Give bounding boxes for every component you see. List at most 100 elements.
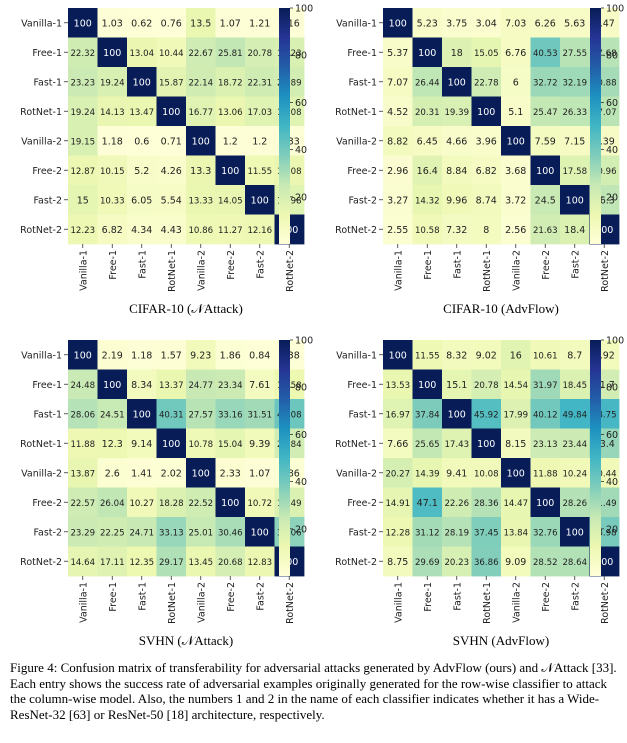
heatmap-panel-2: 100 5.23 3.75 3.04 7.03 6.26 5.63 5.47 5.37 100 18… xyxy=(335,4,624,317)
cell-value-label: 25.01 xyxy=(188,528,213,538)
heatmap-cell xyxy=(127,546,157,577)
col-label-free-2: Free-2 xyxy=(541,582,552,612)
heatmap-cell xyxy=(383,155,413,186)
heatmap-cell xyxy=(560,399,590,429)
cell-value-label: 0.62 xyxy=(131,18,152,29)
cell-value-label: 10.33 xyxy=(100,196,125,206)
cell-value-label: 14.32 xyxy=(415,196,440,206)
heatmap-cell xyxy=(68,214,98,245)
cell-value-label: 10.15 xyxy=(100,167,125,177)
heatmap-cell xyxy=(127,458,157,488)
heatmap-cell xyxy=(215,67,246,97)
col-label-free-2: Free-2 xyxy=(541,250,552,280)
panel-title: CIFAR-10 (AdvFlow) xyxy=(443,301,559,316)
cell-value-label: 12.16 xyxy=(247,226,272,236)
heatmap-cell xyxy=(560,458,590,488)
cell-value-label: 1.21 xyxy=(249,18,270,29)
heatmap-cell xyxy=(215,428,246,459)
cell-value-label: 14.47 xyxy=(503,499,528,509)
heatmap-cell xyxy=(245,428,275,459)
cell-value-label: 7.15 xyxy=(564,136,585,147)
heatmap-cell xyxy=(530,67,561,97)
heatmap-cell xyxy=(501,340,531,370)
cell-value-label: 26.33 xyxy=(562,108,587,118)
colorbar-tick-label: 100 xyxy=(606,4,624,15)
heatmap-cell xyxy=(501,517,531,547)
cell-value-label: 28.19 xyxy=(444,528,469,538)
heatmap-cell xyxy=(530,214,561,245)
cell-value-label: 5.54 xyxy=(161,195,182,206)
heatmap-cell xyxy=(127,155,157,186)
heatmap-cell xyxy=(501,428,531,459)
row-label-vanilla-1: Vanilla-1 xyxy=(21,350,62,361)
heatmap-cell xyxy=(501,399,531,429)
cell-value-label: 31.49 xyxy=(592,499,617,509)
cell-value-label: 10.44 xyxy=(592,469,617,479)
row-label-free-1: Free-1 xyxy=(32,380,62,391)
cell-value-label: 38.98 xyxy=(592,528,617,538)
heatmap-cell xyxy=(156,546,187,577)
cell-value-label: 25.65 xyxy=(415,440,440,450)
cell-value-label: 33.4 xyxy=(594,439,615,450)
heatmap-cell xyxy=(560,546,590,577)
colorbar-tick-label: 20 xyxy=(606,524,618,535)
heatmap-cell xyxy=(97,517,128,547)
cell-value-label: 12.35 xyxy=(129,558,154,568)
cell-value-label: 100 xyxy=(566,527,584,538)
cell-value-label: 36.86 xyxy=(474,558,499,568)
cell-value-label: 40.31 xyxy=(159,410,184,420)
heatmap-cell xyxy=(127,8,157,38)
cell-value-label: 10.72 xyxy=(247,499,272,509)
cell-value-label: 32.72 xyxy=(533,78,558,88)
row-label-rotnet-1: RotNet-1 xyxy=(335,439,377,450)
col-label-vanilla-1: Vanilla-1 xyxy=(78,582,89,623)
heatmap-cell xyxy=(442,37,472,68)
heatmap-cell xyxy=(156,37,187,68)
heatmap-cell xyxy=(530,487,561,518)
heatmap-cell xyxy=(383,126,413,156)
row-label-vanilla-1: Vanilla-1 xyxy=(336,18,377,29)
heatmap-cell xyxy=(215,517,246,547)
heatmap-cell xyxy=(383,517,413,547)
heatmap-cell xyxy=(97,458,128,488)
heatmap-cell xyxy=(530,126,561,156)
heatmap-cell xyxy=(97,37,128,68)
cell-value-label: 14.91 xyxy=(385,499,410,509)
heatmap-cell xyxy=(186,369,216,400)
cell-value-label: 27.57 xyxy=(188,410,213,420)
col-label-vanilla-2: Vanilla-2 xyxy=(196,250,207,291)
heatmap-cell xyxy=(186,96,216,127)
cell-value-label: 26.44 xyxy=(415,78,440,88)
cell-value-label: 33.16 xyxy=(218,410,243,420)
heatmap-cell xyxy=(383,185,413,215)
heatmap-cell xyxy=(245,185,275,215)
cell-value-label: 6 xyxy=(513,77,519,88)
colorbar-tick-label: 100 xyxy=(295,4,313,15)
heatmap-cell xyxy=(156,96,187,127)
cell-value-label: 13.84 xyxy=(503,528,528,538)
row-label-free-1: Free-1 xyxy=(32,48,62,59)
cell-value-label: 2.19 xyxy=(102,350,123,361)
heatmap-cell xyxy=(501,214,531,245)
heatmap-cell xyxy=(442,185,472,215)
cell-value-label: 18.28 xyxy=(159,499,184,509)
heatmap-cell xyxy=(383,214,413,245)
colorbar-tick-label: 20 xyxy=(295,524,307,535)
cell-value-label: 20.96 xyxy=(592,167,617,177)
cell-value-label: 100 xyxy=(221,166,239,177)
cell-value-label: 32.76 xyxy=(533,528,558,538)
heatmap-cell xyxy=(560,37,590,68)
col-label-free-2: Free-2 xyxy=(226,250,237,280)
heatmap-cell xyxy=(412,546,443,577)
row-label-rotnet-1: RotNet-1 xyxy=(20,107,62,118)
heatmap-cell xyxy=(442,399,472,429)
colorbar-tick-label: 20 xyxy=(295,192,307,203)
cell-value-label: 100 xyxy=(221,498,239,509)
heatmap-cell xyxy=(412,458,443,488)
heatmap-cell xyxy=(383,458,413,488)
heatmap-cell xyxy=(412,369,443,400)
col-label-free-1: Free-1 xyxy=(108,250,119,280)
heatmap-cell xyxy=(215,37,246,68)
row-label-vanilla-1: Vanilla-1 xyxy=(336,350,377,361)
cell-value-label: 100 xyxy=(448,409,466,420)
